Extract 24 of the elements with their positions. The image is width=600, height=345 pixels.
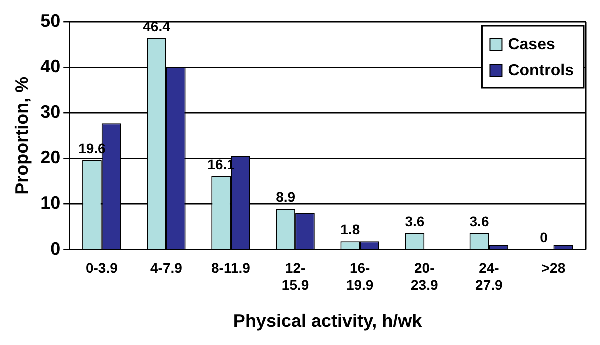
x-axis-title: Physical activity, h/wk	[233, 311, 424, 332]
x-tick-label: 8-11.9	[212, 260, 251, 276]
x-tick-label: 16-19.9	[346, 260, 374, 293]
x-tick-label: 20-23.9	[411, 260, 438, 293]
y-tick-label: 50	[40, 10, 61, 31]
data-label: 46.4	[143, 18, 171, 34]
legend-label: Controls	[508, 62, 574, 80]
data-label: 3.6	[470, 213, 490, 230]
x-tick-label: 4-7.9	[150, 260, 183, 276]
y-tick-label: 0	[50, 238, 61, 259]
y-tick-label: 20	[40, 148, 61, 168]
y-tick-label: 10	[40, 193, 61, 214]
data-label: 3.6	[405, 213, 425, 230]
data-label: 8.9	[276, 189, 296, 206]
y-tick-label: 30	[40, 102, 61, 122]
legend-label: Cases	[508, 36, 556, 54]
x-tick-label: 0-3.9	[86, 260, 118, 276]
y-axis-title: Proportion, %	[12, 76, 32, 195]
x-tick-label: >28	[542, 260, 566, 276]
data-label: 1.8	[340, 221, 360, 238]
data-label: 0	[540, 230, 548, 246]
x-tick-label: 12-15.9	[282, 260, 310, 293]
y-tick-label: 40	[40, 56, 61, 77]
x-tick-label: 24-27.9	[476, 260, 504, 293]
